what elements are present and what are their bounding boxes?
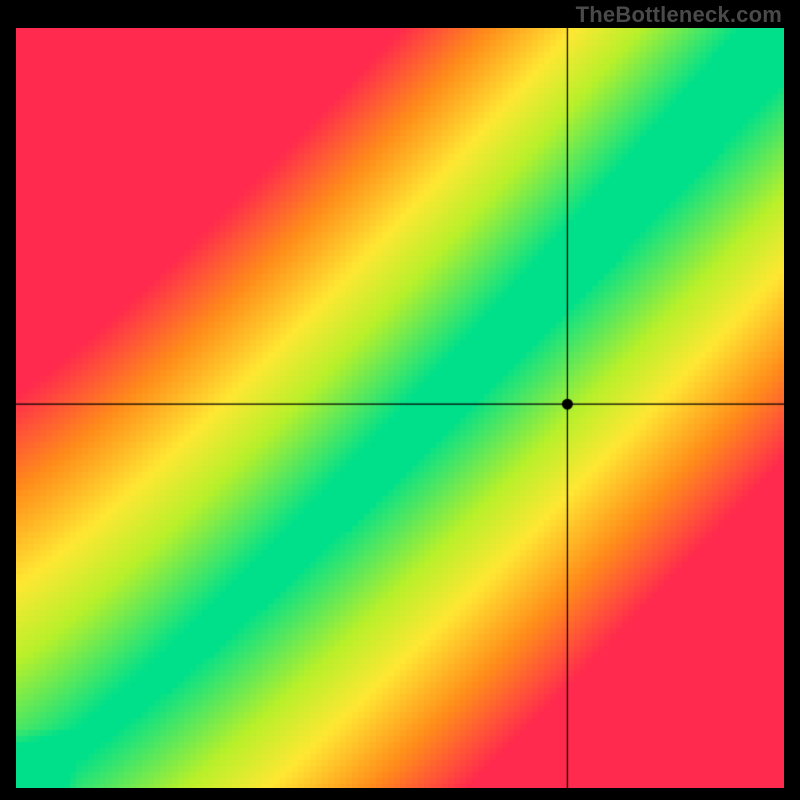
- watermark-text: TheBottleneck.com: [576, 2, 782, 28]
- chart-wrapper: TheBottleneck.com: [0, 0, 800, 800]
- bottleneck-heatmap: [16, 28, 784, 788]
